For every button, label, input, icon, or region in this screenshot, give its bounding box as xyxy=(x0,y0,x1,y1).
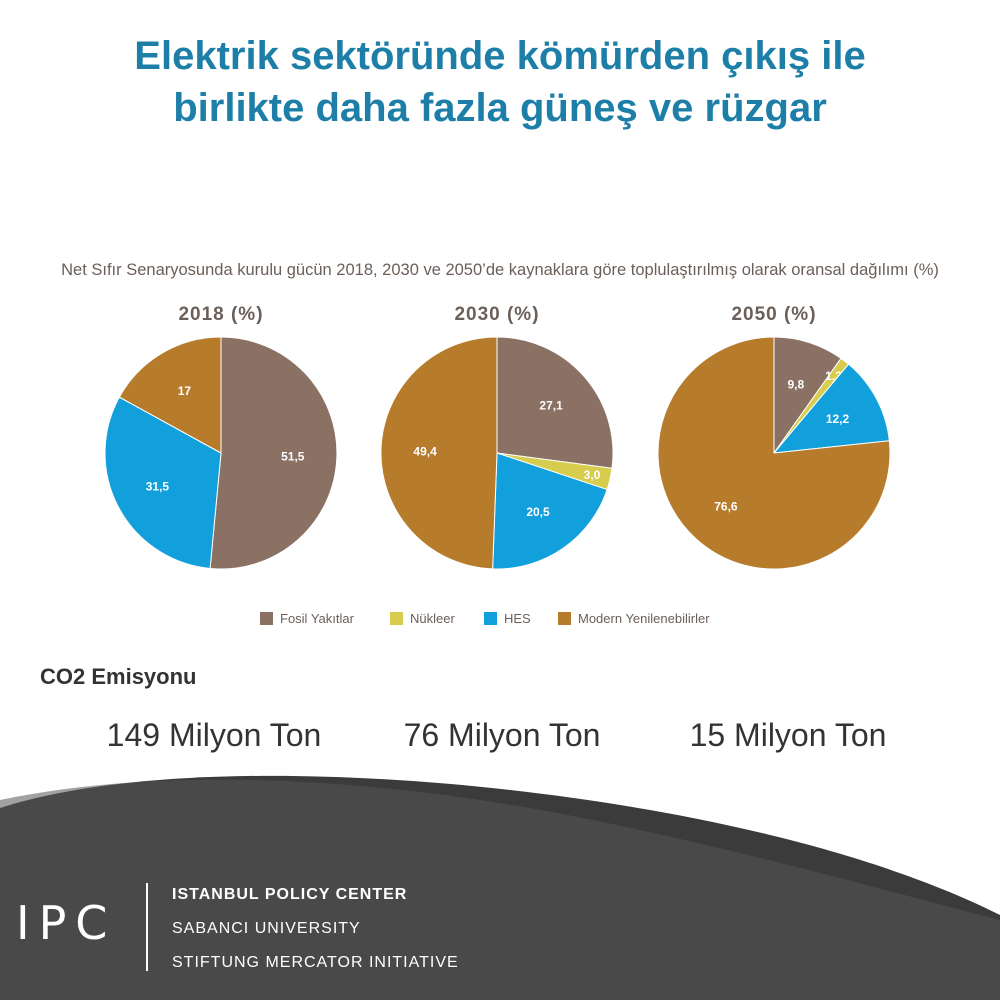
chart-title-2030: 2030 (%) xyxy=(454,304,539,325)
chart-title-2050: 2050 (%) xyxy=(731,304,816,325)
footer-background xyxy=(0,775,1000,1000)
org-initiative: STIFTUNG MERCATOR INITIATIVE xyxy=(172,954,459,971)
slice-label-2018-yenilenebilir: 17 xyxy=(178,384,192,398)
slice-2018-hes xyxy=(104,396,222,570)
footer-wave-light xyxy=(0,779,1000,1000)
slice-label-2030-yenilenebilir: 49,4 xyxy=(413,445,437,459)
slice-2030-fosil xyxy=(496,336,614,469)
org-university: SABANCI UNIVERSITY xyxy=(172,920,361,937)
legend-label-nukleer: Nükleer xyxy=(410,611,455,626)
headline: Elektrik sektöründe kömürden çıkış ile b… xyxy=(0,30,1000,134)
co2-value-2030: 76 Milyon Ton xyxy=(403,717,601,753)
pie-charts: 2018 (%) 51,5 31,5 17 2030 (%) 27,1 3,0 20,5 49,… xyxy=(104,304,891,626)
slice-2050-hes xyxy=(772,363,890,454)
legend-label-fosil: Fosil Yakıtlar xyxy=(280,611,355,626)
headline-line-2: birlikte daha fazla güneş ve rüzgar xyxy=(173,86,827,130)
ipc-logo: IPC xyxy=(16,896,117,950)
slice-label-2050-yenilenebilir: 76,6 xyxy=(714,500,738,514)
legend-swatch-fosil xyxy=(260,612,273,625)
co2-value-2050: 15 Milyon Ton xyxy=(689,717,887,753)
slice-2030-yenilenebilir xyxy=(380,336,498,570)
slice-label-2030-hes: 20,5 xyxy=(526,505,550,519)
slice-2018-fosil xyxy=(209,336,338,570)
slice-2018-yenilenebilir xyxy=(118,336,222,454)
co2-value-2018: 149 Milyon Ton xyxy=(106,717,322,753)
slice-label-2050-hes: 12,2 xyxy=(826,412,850,426)
chart-subtitle: Net Sıfır Senaryosunda kurulu gücün 2018… xyxy=(61,261,939,279)
co2-heading: CO2 Emisyonu xyxy=(40,664,197,689)
slice-label-2030-fosil: 27,1 xyxy=(539,399,563,413)
chart-title-2018: 2018 (%) xyxy=(178,304,263,325)
slice-2030-hes xyxy=(492,452,608,570)
slice-label-2018-hes: 31,5 xyxy=(146,480,170,494)
legend-swatch-nukleer xyxy=(390,612,403,625)
legend-label-hes: HES xyxy=(504,611,531,626)
legend-swatch-yenilenebilir xyxy=(558,612,571,625)
legend-swatch-hes xyxy=(484,612,497,625)
logo-divider xyxy=(146,883,148,971)
slice-2050-yenilenebilir xyxy=(657,336,891,570)
headline-line-1: Elektrik sektöründe kömürden çıkış ile xyxy=(134,34,866,78)
slice-label-2050-fosil: 9,8 xyxy=(787,378,804,392)
legend-label-yenilenebilir: Modern Yenilenebilirler xyxy=(578,611,710,626)
slice-label-2018-fosil: 51,5 xyxy=(281,449,305,463)
org-name: ISTANBUL POLICY CENTER xyxy=(172,886,408,903)
slice-label-2030-nukleer: 3,0 xyxy=(584,468,601,482)
